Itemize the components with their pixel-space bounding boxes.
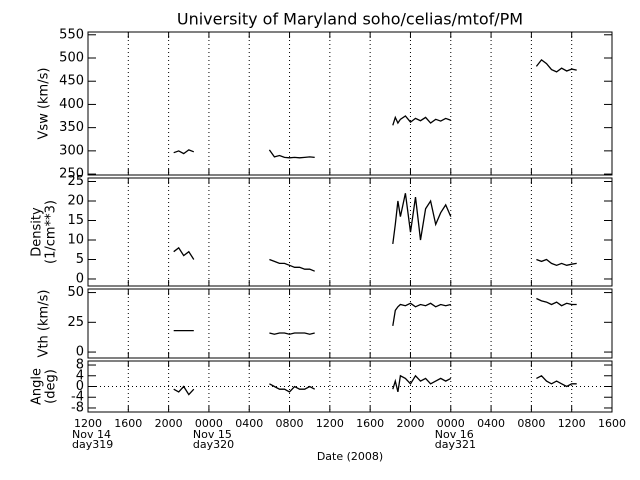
y-tick-label: 400	[59, 97, 84, 112]
x-tick-label: 0000	[195, 417, 223, 430]
y-tick-label: 4	[76, 368, 84, 383]
x-tick-label: 1200	[74, 417, 102, 430]
y-axis-label: Angle	[30, 368, 45, 405]
y-tick-label: 0	[76, 345, 84, 360]
data-line	[173, 374, 577, 396]
x-tick-label: 1600	[356, 417, 384, 430]
y-axis-label: Density	[30, 207, 45, 257]
x-tick-label: 0800	[276, 417, 304, 430]
date-label: day319	[72, 438, 113, 451]
y-axis-label: Vth (km/s)	[37, 290, 52, 358]
x-tick-label: 0000	[437, 417, 465, 430]
panel-frame	[87, 177, 613, 287]
y-tick-label: 500	[59, 51, 84, 66]
y-tick-label: -8	[71, 400, 84, 415]
x-tick-label: 1600	[598, 417, 626, 430]
y-tick-label: 25	[67, 174, 84, 189]
y-tick-label: 450	[59, 74, 84, 89]
y-tick-label: 5	[76, 252, 84, 267]
date-label: day321	[435, 438, 476, 451]
panel-frame	[87, 31, 613, 176]
y-tick-label: 10	[67, 232, 84, 247]
x-tick-label: 1200	[558, 417, 586, 430]
x-tick-label: 1200	[316, 417, 344, 430]
y-tick-label: -4	[71, 390, 84, 405]
x-tick-label: 0400	[235, 417, 263, 430]
y-tick-label: 0	[76, 271, 84, 286]
y-tick-label: 0	[76, 379, 84, 394]
y-tick-label: 8	[76, 358, 84, 373]
y-tick-label: 300	[59, 143, 84, 158]
y-tick-label: 350	[59, 120, 84, 135]
y-tick-label: 15	[67, 213, 84, 228]
x-tick-label: 2000	[155, 417, 183, 430]
x-tick-label: 2000	[396, 417, 424, 430]
date-label: day320	[193, 438, 234, 451]
y-tick-label: 50	[67, 285, 84, 300]
x-tick-label: 0800	[517, 417, 545, 430]
data-line	[173, 59, 577, 159]
date-label: Nov 14	[72, 428, 111, 441]
y-tick-label: 25	[67, 315, 84, 330]
y-axis-label: (deg)	[44, 369, 59, 404]
y-axis-label: (1/cm**3)	[44, 200, 59, 264]
panel-frame	[87, 288, 613, 359]
x-axis-label: Date (2008)	[317, 450, 383, 463]
date-label: Nov 16	[435, 428, 474, 441]
data-line	[173, 297, 577, 335]
y-tick-label: 550	[59, 27, 84, 42]
date-label: Nov 15	[193, 428, 232, 441]
y-tick-label: 250	[59, 167, 84, 182]
chart-title: University of Maryland soho/celias/mtof/…	[177, 10, 523, 29]
y-tick-label: 20	[67, 194, 84, 209]
x-tick-label: 0400	[477, 417, 505, 430]
y-axis-label: Vsw (km/s)	[37, 68, 52, 140]
data-line	[173, 193, 577, 272]
x-tick-label: 1600	[114, 417, 142, 430]
